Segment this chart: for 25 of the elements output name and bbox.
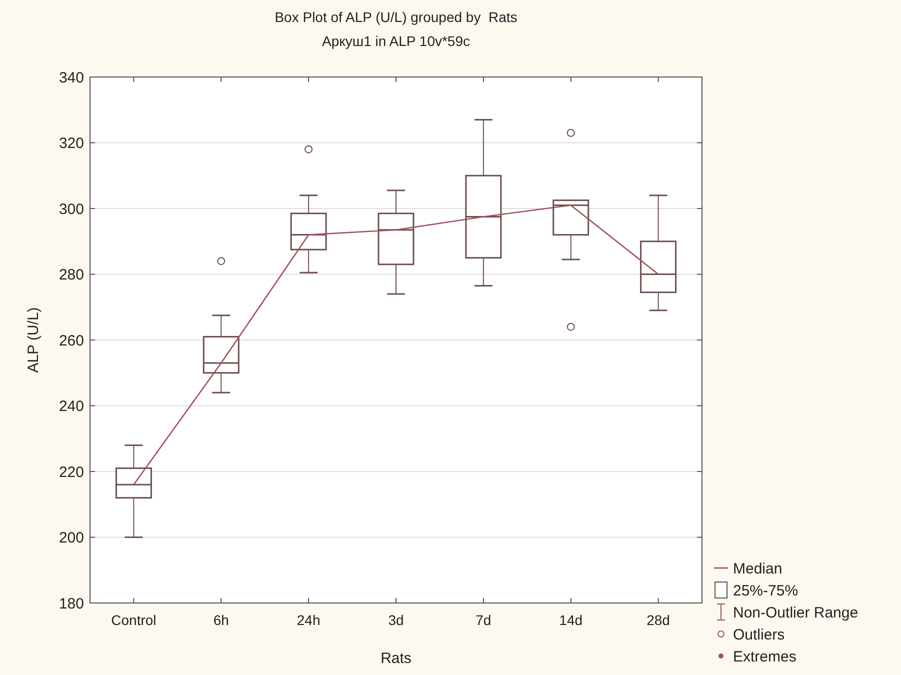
- y-tick-label: 200: [58, 530, 84, 546]
- x-tick-label: 28d: [646, 612, 670, 628]
- text: 25%-75%: [733, 582, 798, 600]
- x-axis-title: Rats: [380, 650, 412, 667]
- y-tick-label: 280: [58, 266, 84, 284]
- chart-subtitle: Аркуш1 in ALP 10v*59c: [322, 33, 470, 49]
- x-tick-label: 6h: [213, 612, 229, 628]
- y-tick-label: 320: [58, 135, 84, 152]
- y-axis-title: ALP (U/L): [25, 307, 42, 373]
- text: Outliers: [733, 626, 785, 644]
- x-tick-label: 3d: [388, 612, 404, 628]
- y-tick-label: 260: [58, 332, 84, 350]
- text: Extremes: [733, 648, 796, 666]
- y-tick-label: 300: [58, 200, 84, 218]
- y-tick-label: 340: [58, 69, 84, 86]
- text: Median: [733, 560, 782, 578]
- y-tick-label: 220: [58, 464, 84, 481]
- chart-title: Box Plot of ALP (U/L) grouped by Rats: [274, 9, 518, 25]
- y-tick-label: 240: [58, 398, 84, 415]
- text: Non-Outlier Range: [733, 604, 858, 622]
- x-tick-label: 24h: [296, 612, 320, 628]
- x-tick-label: 7d: [476, 612, 492, 628]
- x-tick-label: 14d: [559, 612, 583, 628]
- y-tick-label: 180: [58, 595, 84, 612]
- x-tick-label: Control: [111, 612, 156, 628]
